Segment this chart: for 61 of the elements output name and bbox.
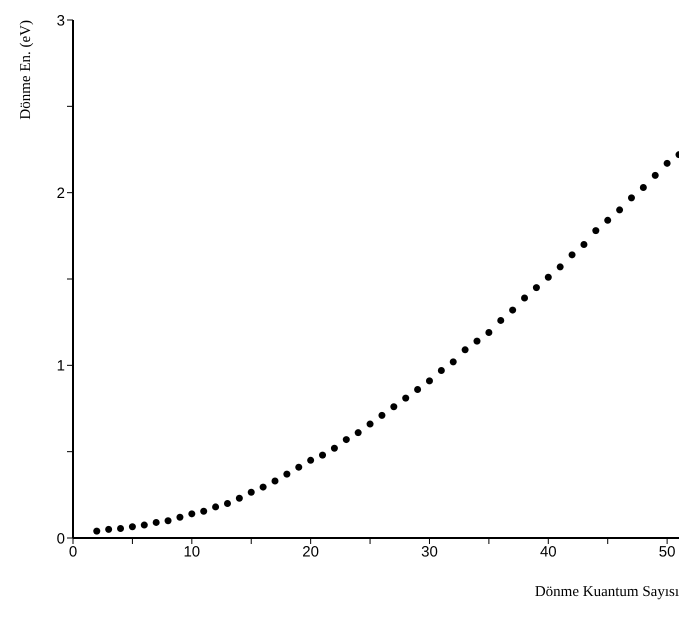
point	[628, 194, 635, 202]
point	[200, 508, 208, 515]
point	[616, 206, 624, 214]
x-tick-label: 10	[183, 544, 200, 561]
point	[307, 456, 314, 464]
point	[93, 528, 100, 535]
point	[402, 394, 410, 402]
y-tick-label: 1	[56, 358, 65, 375]
point	[414, 386, 422, 394]
point	[342, 436, 350, 444]
point	[248, 488, 255, 496]
point	[366, 420, 374, 428]
point	[532, 284, 540, 292]
point	[509, 306, 516, 314]
point	[295, 464, 302, 471]
y-tick-label: 2	[56, 184, 65, 202]
point	[128, 523, 136, 530]
point	[152, 518, 160, 526]
point	[378, 412, 386, 419]
point	[521, 294, 528, 302]
point	[664, 160, 671, 167]
point	[272, 478, 278, 485]
point	[319, 452, 326, 459]
point	[176, 514, 184, 521]
point	[462, 346, 469, 354]
point	[164, 517, 172, 524]
point	[426, 377, 433, 384]
point	[390, 403, 398, 410]
point	[212, 503, 220, 510]
y-tick-label: 0	[56, 530, 65, 548]
x-tick-label: 20	[302, 544, 319, 561]
point	[592, 227, 600, 234]
point	[474, 338, 480, 345]
point	[640, 184, 647, 191]
point	[556, 263, 564, 270]
x-tick-label: 0	[68, 544, 78, 561]
point	[652, 172, 659, 179]
point	[260, 484, 267, 491]
x-tick-label: 50	[658, 544, 676, 561]
point	[450, 358, 457, 366]
point	[438, 367, 445, 374]
y-axis-title: Dönme En. (eV)	[18, 20, 34, 120]
x-tick-label: 30	[421, 544, 438, 561]
point	[497, 316, 504, 324]
point	[568, 251, 576, 258]
point	[236, 494, 243, 502]
point	[140, 522, 148, 529]
point	[117, 525, 124, 532]
point	[188, 510, 196, 518]
point	[330, 444, 338, 452]
point	[544, 274, 552, 281]
point	[604, 216, 612, 224]
point	[224, 500, 231, 507]
x-tick-label: 40	[540, 544, 557, 561]
point	[283, 470, 290, 478]
point	[485, 329, 492, 336]
y-tick-label: 3	[56, 12, 65, 30]
x-axis-title: Dönme Kuantum Sayısı	[534, 584, 679, 600]
point	[105, 526, 112, 533]
point	[580, 240, 588, 248]
point	[354, 429, 362, 436]
